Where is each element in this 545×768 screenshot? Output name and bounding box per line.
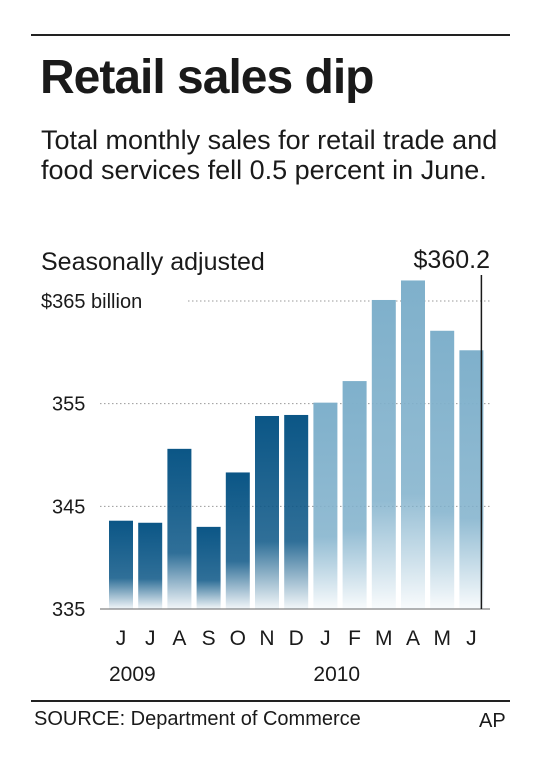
x-tick-label: J — [116, 627, 127, 650]
year-labels: 2009 2010 — [109, 663, 360, 686]
x-tick-label: J — [466, 627, 477, 650]
x-tick-label: S — [202, 627, 216, 650]
bar — [196, 526, 221, 609]
bar — [313, 402, 338, 609]
bar — [167, 448, 192, 609]
chart-title: Retail sales dip — [40, 51, 374, 104]
bar — [342, 381, 367, 609]
data-label: $360.2 — [414, 246, 490, 274]
y-tick-label: 335 — [52, 599, 85, 621]
y-tick-label: 355 — [52, 394, 85, 416]
x-tick-label: J — [320, 627, 331, 650]
bottom-rule — [31, 700, 510, 702]
x-tick-label: M — [433, 627, 451, 650]
x-tick-label: A — [406, 627, 420, 650]
chart-subtitle: Total monthly sales for retail trade and… — [41, 125, 498, 185]
x-tick-label: A — [172, 627, 186, 650]
bar — [109, 520, 133, 609]
bar — [430, 330, 455, 609]
x-tick-label: N — [259, 627, 274, 650]
bar — [459, 350, 484, 609]
adjustment-note: Seasonally adjusted — [41, 248, 265, 276]
x-tick-label: M — [375, 627, 393, 650]
top-rule — [31, 34, 510, 36]
bar — [371, 299, 396, 609]
bar — [401, 280, 425, 609]
x-tick-label: J — [145, 627, 156, 650]
bars — [109, 280, 484, 609]
x-tick-label: F — [348, 627, 361, 650]
x-tick-label: D — [289, 627, 304, 650]
x-tick-label: O — [230, 627, 246, 650]
bar — [225, 472, 250, 609]
bar — [255, 415, 279, 609]
credit-label: AP — [479, 710, 506, 732]
source-note: SOURCE: Department of Commerce — [34, 708, 361, 730]
bar — [284, 414, 309, 609]
y-tick-label: 345 — [52, 496, 85, 518]
year-label: 2010 — [313, 663, 360, 686]
y-tick-label: $365 billion — [41, 291, 142, 313]
y-tick-labels: 335 345 355 $365 billion — [41, 291, 142, 621]
callout: $360.2 — [414, 246, 490, 609]
year-label: 2009 — [109, 663, 156, 686]
bar — [138, 522, 163, 609]
